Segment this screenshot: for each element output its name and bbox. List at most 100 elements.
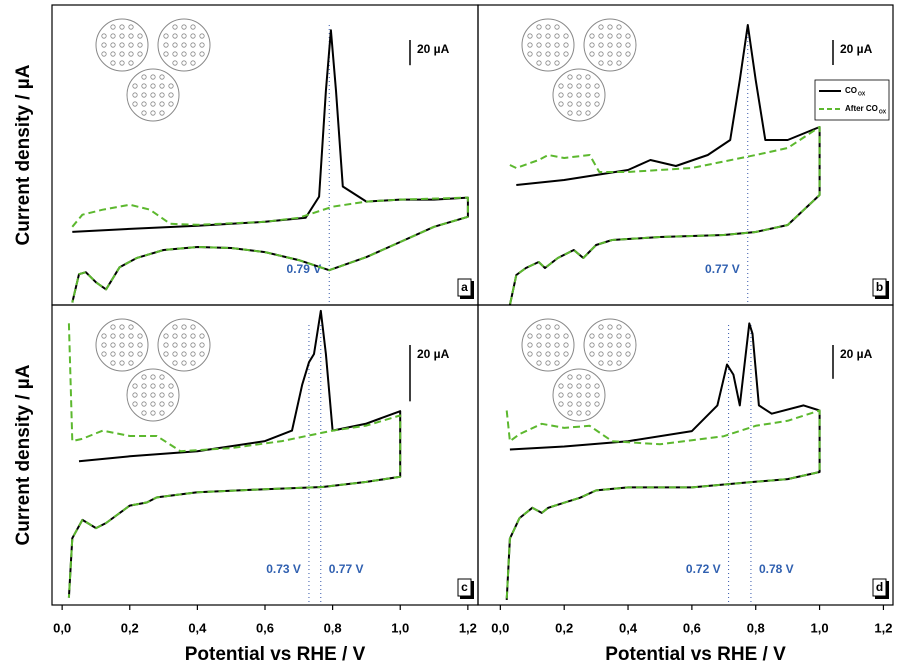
particle-dot xyxy=(558,401,564,407)
particle-dot xyxy=(141,374,147,380)
particle-dot xyxy=(536,360,542,366)
particle-dot xyxy=(128,42,134,48)
particle-dot xyxy=(625,51,631,57)
cv-curve xyxy=(505,409,821,600)
particle-dot xyxy=(607,324,613,330)
panel-letter-box xyxy=(872,278,887,297)
particle-dot xyxy=(563,51,569,57)
particle-dot xyxy=(199,33,205,39)
panel-letter-box xyxy=(457,578,472,597)
particle-dot xyxy=(150,101,156,107)
particle-dot xyxy=(554,333,560,339)
particle-dot xyxy=(181,60,187,66)
particle-dot xyxy=(554,60,560,66)
particle-dot xyxy=(594,401,600,407)
particle-dot xyxy=(190,324,196,330)
particle-dot xyxy=(137,342,143,348)
particle-dot xyxy=(625,351,631,357)
particle-dot xyxy=(101,51,107,57)
particle-dot xyxy=(159,110,165,116)
particle-dot xyxy=(128,333,134,339)
particle-dot xyxy=(119,333,125,339)
panel-letter: c xyxy=(461,580,468,594)
particle-dot xyxy=(545,24,551,30)
particle-dot xyxy=(172,351,178,357)
particle-dot xyxy=(607,360,613,366)
particle-dot xyxy=(589,51,595,57)
particle-dot xyxy=(168,383,174,389)
particle-dot xyxy=(172,42,178,48)
particle-dot xyxy=(101,342,107,348)
particle-dot xyxy=(585,392,591,398)
particle-dot xyxy=(527,33,533,39)
particle-dot xyxy=(137,42,143,48)
particle-dot xyxy=(132,383,138,389)
particle-dot xyxy=(598,351,604,357)
particle-dot xyxy=(545,333,551,339)
particle-dot xyxy=(172,51,178,57)
particle-dot xyxy=(110,51,116,57)
particle-dot xyxy=(141,92,147,98)
particle-dot xyxy=(190,33,196,39)
particle-dot xyxy=(119,351,125,357)
particle-dot xyxy=(589,351,595,357)
particle-dot xyxy=(567,101,573,107)
particle-dot xyxy=(616,342,622,348)
x-tick-label: 0,0 xyxy=(491,620,509,635)
cv-curve xyxy=(67,323,402,598)
particle-dot xyxy=(150,383,156,389)
particle-dot xyxy=(119,324,125,330)
particle-dot xyxy=(141,410,147,416)
particle-dot xyxy=(625,342,631,348)
particle-dot xyxy=(616,60,622,66)
particle-dot xyxy=(558,83,564,89)
particle-dot xyxy=(168,101,174,107)
particle-dot xyxy=(110,33,116,39)
particle-dot xyxy=(589,42,595,48)
panel-letter-box xyxy=(872,578,887,597)
particle-dot xyxy=(110,60,116,66)
x-axis-label: Potential vs RHE / V xyxy=(185,644,366,665)
particle-dot xyxy=(567,392,573,398)
x-tick-label: 1,2 xyxy=(459,620,477,635)
particle-dot xyxy=(536,42,542,48)
particle-dot xyxy=(567,110,573,116)
particle-dot xyxy=(585,74,591,80)
particle-dot xyxy=(545,351,551,357)
particle-dot xyxy=(137,51,143,57)
annotation-label: 0.73 V xyxy=(266,562,301,576)
particle-dot xyxy=(598,333,604,339)
particle-dot xyxy=(589,33,595,39)
scale-bar-label: 20 µA xyxy=(840,347,873,361)
particle-dot xyxy=(536,24,542,30)
particle-dot xyxy=(159,383,165,389)
particle-dot xyxy=(168,401,174,407)
particle-dot xyxy=(199,42,205,48)
particle-dot xyxy=(150,374,156,380)
scale-bar-label: 20 µA xyxy=(417,42,450,56)
x-tick-label: 1,0 xyxy=(811,620,829,635)
particle-icon xyxy=(521,18,575,72)
particle-dot xyxy=(536,342,542,348)
particle-dot xyxy=(567,410,573,416)
particle-icon xyxy=(126,68,180,122)
x-tick-label: 0,8 xyxy=(747,620,765,635)
particle-dot xyxy=(607,51,613,57)
particle-dot xyxy=(199,342,205,348)
particle-dot xyxy=(110,360,116,366)
particle-dot xyxy=(585,383,591,389)
particle-dot xyxy=(141,83,147,89)
particle-dot xyxy=(576,410,582,416)
particle-dot xyxy=(163,51,169,57)
particle-dot xyxy=(128,351,134,357)
particle-dot xyxy=(585,401,591,407)
particle-dot xyxy=(554,51,560,57)
particle-dot xyxy=(199,51,205,57)
particle-dot xyxy=(137,333,143,339)
particle-dot xyxy=(558,101,564,107)
x-axis-label: Potential vs RHE / V xyxy=(605,644,786,665)
particle-dot xyxy=(190,351,196,357)
particle-dot xyxy=(554,42,560,48)
particle-dot xyxy=(598,51,604,57)
particle-dot xyxy=(607,351,613,357)
